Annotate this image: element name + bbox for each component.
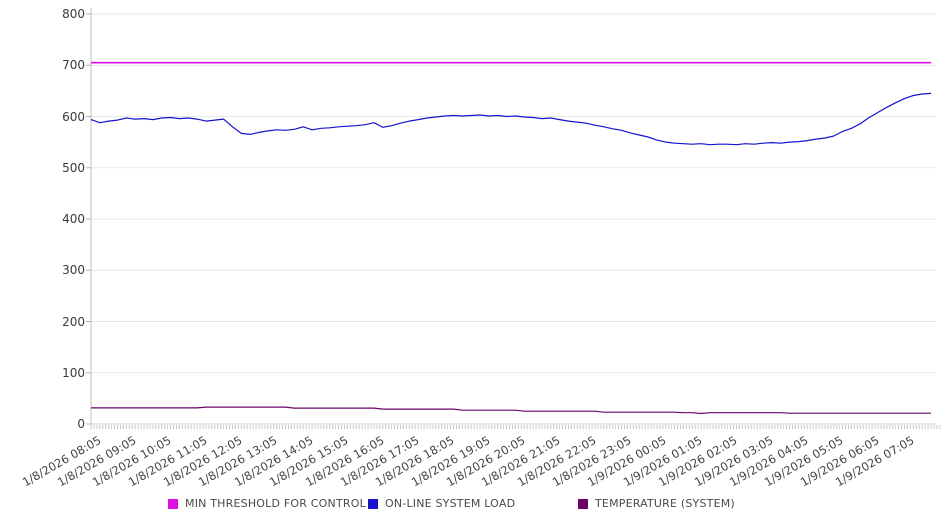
legend: MIN THRESHOLD FOR CONTROL ON-LINE SYSTEM … xyxy=(0,497,946,515)
legend-swatch-icon xyxy=(578,498,588,509)
legend-swatch-icon xyxy=(368,498,378,509)
y-tick-label: 200 xyxy=(62,314,85,329)
legend-label: MIN THRESHOLD FOR CONTROL xyxy=(185,497,366,510)
y-tick-label: 400 xyxy=(62,212,85,226)
series-2-line xyxy=(91,406,931,415)
y-tick-label: 300 xyxy=(62,263,85,278)
legend-label: TEMPERATURE (SYSTEM) xyxy=(595,497,735,510)
y-tick-label: 100 xyxy=(62,365,85,380)
legend-item-0: MIN THRESHOLD FOR CONTROL xyxy=(168,497,366,510)
legend-item-2: TEMPERATURE (SYSTEM) xyxy=(578,497,735,510)
plot-area xyxy=(86,8,941,429)
legend-label: ON-LINE SYSTEM LOAD xyxy=(385,497,516,510)
y-tick-label: 800 xyxy=(62,7,85,21)
y-tick-label: 500 xyxy=(62,160,85,175)
y-tick-label: 600 xyxy=(62,109,85,124)
series-1-line xyxy=(90,92,932,146)
legend-swatch-icon xyxy=(168,498,178,509)
legend-item-1: ON-LINE SYSTEM LOAD xyxy=(368,497,515,510)
y-tick-label: 700 xyxy=(62,58,85,73)
y-tick-label: 0 xyxy=(77,417,85,431)
